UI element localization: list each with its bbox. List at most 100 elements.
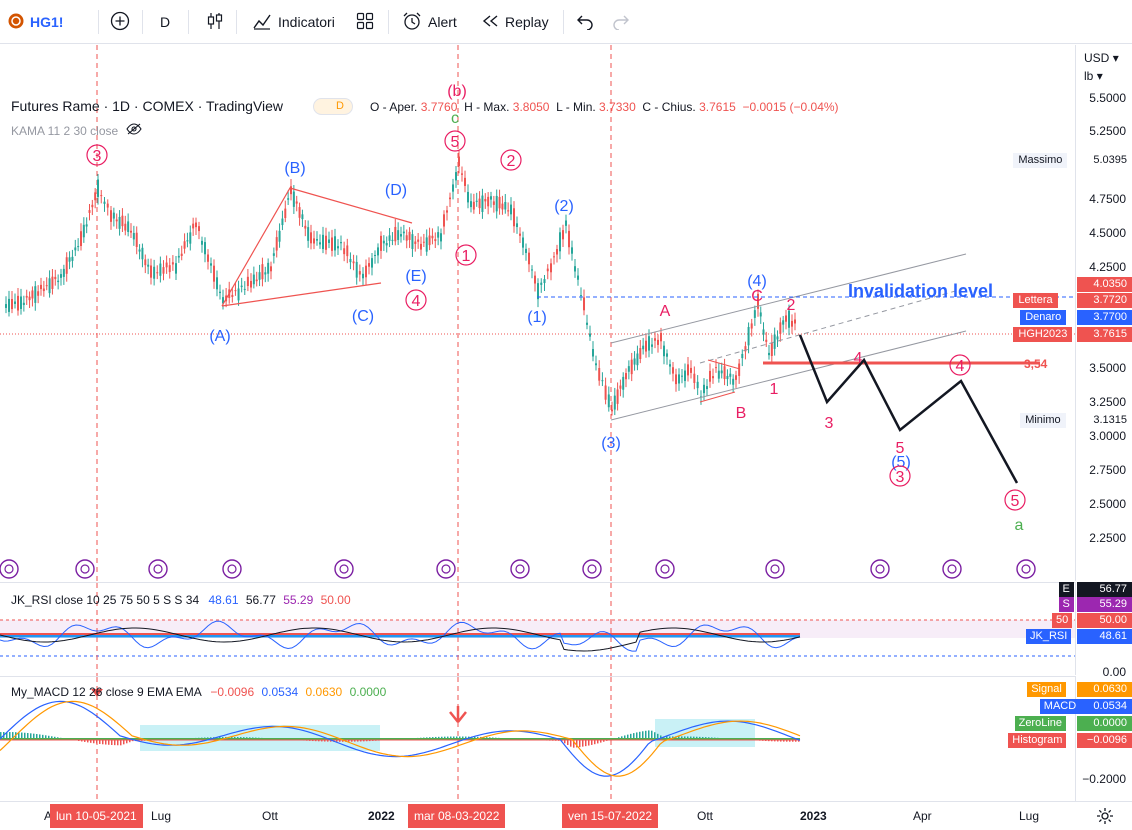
candle-body	[82, 224, 85, 238]
histogram-bar	[681, 736, 683, 739]
rsi-badge-value: 56.77	[1077, 582, 1132, 597]
macd-value-2: 0.0534	[261, 685, 299, 699]
candle-body	[298, 207, 301, 218]
macd-legend[interactable]: My_MACD 12 26 close 9 EMA EMA −0.0096 0.…	[11, 685, 386, 699]
candle-body	[110, 210, 112, 222]
candle-body	[130, 230, 132, 233]
rsi-axis[interactable]: 56.77 55.29 50.00 48.61 0.00	[1075, 582, 1132, 679]
histogram-bar	[645, 730, 647, 739]
time-label: Lug	[1019, 809, 1040, 823]
alarm-clock-icon	[402, 11, 422, 34]
histogram-bar	[87, 739, 89, 743]
indicators-button[interactable]: Indicatori	[252, 8, 335, 36]
eye-off-icon[interactable]	[125, 123, 142, 138]
candle-body	[71, 256, 74, 261]
price-tick-label: 5.5000	[1089, 91, 1126, 105]
candle-body	[365, 265, 367, 278]
rsi-pane[interactable]: JK_RSI close 10 25 75 50 5 S S 34 48.61 …	[0, 582, 1075, 676]
currency-selector[interactable]: USD ▾	[1084, 51, 1119, 65]
rsi-value-4: 50.00	[320, 593, 351, 607]
candle-body	[470, 201, 472, 208]
wave-label: 3	[93, 148, 102, 165]
histogram-bar	[129, 739, 131, 743]
replay-button[interactable]: Replay	[481, 8, 549, 36]
candle-body	[150, 265, 152, 278]
price-tick-label: 3.2500	[1089, 395, 1126, 409]
candle-body	[782, 320, 785, 325]
candle-body	[255, 279, 258, 282]
candle-body	[388, 235, 391, 241]
candle-body	[455, 172, 457, 181]
candle-body	[310, 232, 312, 244]
candle-body	[313, 238, 315, 244]
candle-body	[162, 267, 165, 274]
interval-button[interactable]: D	[160, 8, 170, 36]
candle-body	[91, 204, 94, 208]
unit-label: lb	[1084, 69, 1094, 83]
alert-button[interactable]: Alert	[402, 8, 457, 36]
candle-body	[481, 195, 484, 212]
undo-button[interactable]	[576, 8, 594, 36]
toolbar-divider	[98, 10, 99, 34]
candle-body	[319, 242, 321, 245]
symbol-search-button[interactable]: HG1!	[8, 8, 63, 36]
price-tick-label: 2.2500	[1089, 531, 1126, 545]
layouts-button[interactable]	[356, 8, 374, 36]
histogram-bar	[102, 739, 104, 745]
wave-label: (B)	[284, 160, 305, 177]
histogram-bar	[621, 736, 623, 739]
alert-label: Alert	[428, 14, 457, 30]
histogram-bar	[579, 739, 581, 748]
candle-body	[729, 373, 732, 377]
rsi-legend-title: JK_RSI close 10 25 75 50 5 S S 34	[11, 593, 200, 607]
candle-body	[458, 156, 460, 167]
price-badge-value: 3.1315	[1077, 413, 1132, 428]
chart-type-button[interactable]	[205, 8, 225, 36]
date-badge: lun 10-05-2021	[50, 804, 143, 828]
histogram-bar	[18, 732, 20, 739]
macd-axis[interactable]: 0.0630 0.0534 0.0000 −0.0096 −0.2000	[1075, 676, 1132, 801]
candle-body	[380, 235, 382, 251]
rsi-legend[interactable]: JK_RSI close 10 25 75 50 5 S S 34 48.61 …	[11, 593, 351, 607]
candle-body	[349, 258, 352, 263]
time-axis[interactable]: A lun 10-05-2021 Lug Ott 2022 mar 08-03-…	[0, 801, 1132, 830]
wave-label: A	[660, 303, 671, 320]
add-symbol-button[interactable]	[110, 8, 130, 36]
wave-label-circle	[949, 354, 971, 376]
main-chart-pane[interactable]: 3 (B) (A) (C) (D) (E) 4 (b) c 5 1 2 (2) (1) (3) A B C (4) 2…	[0, 45, 1075, 581]
candle-body	[607, 394, 610, 408]
settings-gear-button[interactable]	[1096, 807, 1114, 830]
wave-label: 5	[451, 134, 460, 151]
delay-badge[interactable]: D	[313, 98, 353, 115]
candle-body	[106, 203, 109, 208]
candle-body	[88, 210, 91, 213]
candle-body	[186, 240, 189, 242]
toolbar-divider	[188, 10, 189, 34]
candle-body	[709, 370, 711, 382]
price-axis[interactable]: USD ▾ lb ▾ 5.5000 5.2500 4.7500 4.5000 4.250…	[1075, 45, 1132, 581]
kama-legend[interactable]: KAMA 11 2 30 close	[11, 123, 142, 138]
candle-body	[141, 247, 144, 260]
macd-canvas	[0, 677, 801, 802]
unit-selector[interactable]: lb ▾	[1084, 69, 1103, 83]
candle-body	[189, 232, 192, 244]
dividend-event-icon	[660, 564, 670, 574]
histogram-bar	[96, 739, 98, 744]
price-chart-canvas[interactable]: 3 (B) (A) (C) (D) (E) 4 (b) c 5 1 2 (2) (1) (3) A B C(4) 2…	[0, 45, 1075, 581]
dividend-event-icon	[770, 564, 780, 574]
price-badge-tag: Minimo	[1020, 413, 1066, 428]
macd-badge-value: −0.0096	[1077, 733, 1132, 748]
candle-body	[657, 339, 659, 345]
histogram-bar	[630, 733, 632, 739]
macd-pane[interactable]: My_MACD 12 26 close 9 EMA EMA −0.0096 0.…	[0, 676, 1075, 802]
change-value: −0.0015 (−0.04%)	[742, 100, 839, 114]
histogram-bar	[123, 739, 125, 745]
candle-body	[528, 252, 530, 265]
triangle-upper-line	[221, 187, 413, 307]
candle-body	[231, 294, 234, 297]
toolbar-divider	[236, 10, 237, 34]
histogram-bar	[588, 739, 590, 746]
redo-button[interactable]	[612, 8, 630, 36]
candle-body	[762, 329, 765, 335]
candle-body	[216, 277, 218, 290]
